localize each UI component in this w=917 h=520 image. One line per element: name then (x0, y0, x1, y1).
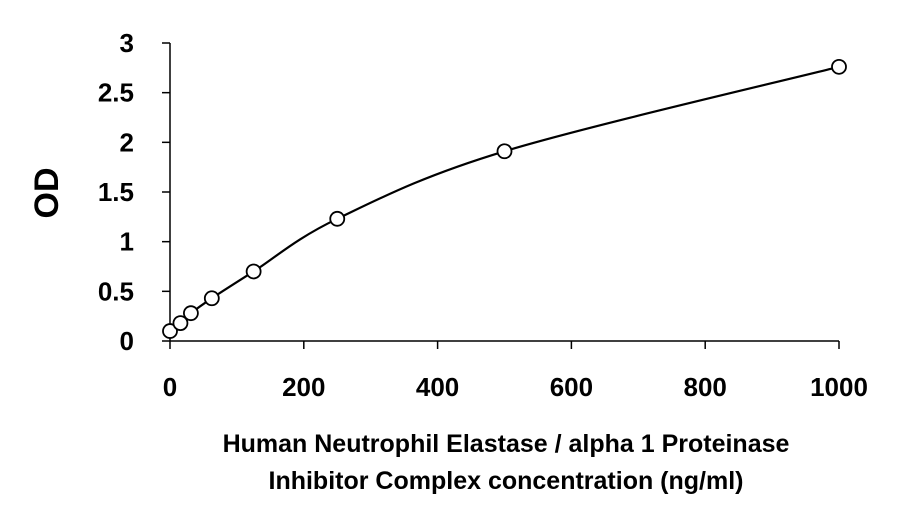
y-tick-label: 0 (120, 326, 134, 356)
x-axis-title-line-2: Inhibitor Complex concentration (ng/ml) (269, 467, 744, 495)
data-points (162, 58, 847, 339)
data-point (329, 210, 346, 227)
y-axis-title: OD (28, 168, 66, 219)
x-tick-label: 0 (163, 372, 177, 402)
x-tick-label: 200 (282, 372, 325, 402)
x-tick-label: 600 (550, 372, 593, 402)
data-point (831, 58, 847, 75)
x-tick-label: 800 (684, 372, 727, 402)
y-tick-label: 0.5 (98, 276, 134, 306)
data-point (172, 315, 189, 332)
data-point (203, 290, 220, 307)
y-tick-label: 1.5 (98, 177, 134, 207)
fit-curve (169, 65, 840, 332)
data-point (245, 263, 262, 280)
x-axis-ticks: 0 200 400 600 800 1000 (163, 341, 868, 402)
x-axis-title-line-1: Human Neutrophil Elastase / alpha 1 Prot… (223, 430, 790, 458)
x-tick-label: 1000 (810, 372, 868, 402)
data-point (183, 305, 199, 322)
y-tick-label: 2 (120, 127, 134, 157)
y-axis-ticks: 0 0.5 1 1.5 2 2.5 3 (98, 28, 170, 356)
axes (169, 43, 839, 342)
x-tick-label: 400 (416, 372, 459, 402)
data-point (496, 143, 513, 160)
y-tick-label: 1 (120, 227, 134, 257)
y-tick-label: 2.5 (98, 78, 134, 108)
data-point (162, 323, 178, 339)
y-tick-label: 3 (120, 28, 134, 58)
